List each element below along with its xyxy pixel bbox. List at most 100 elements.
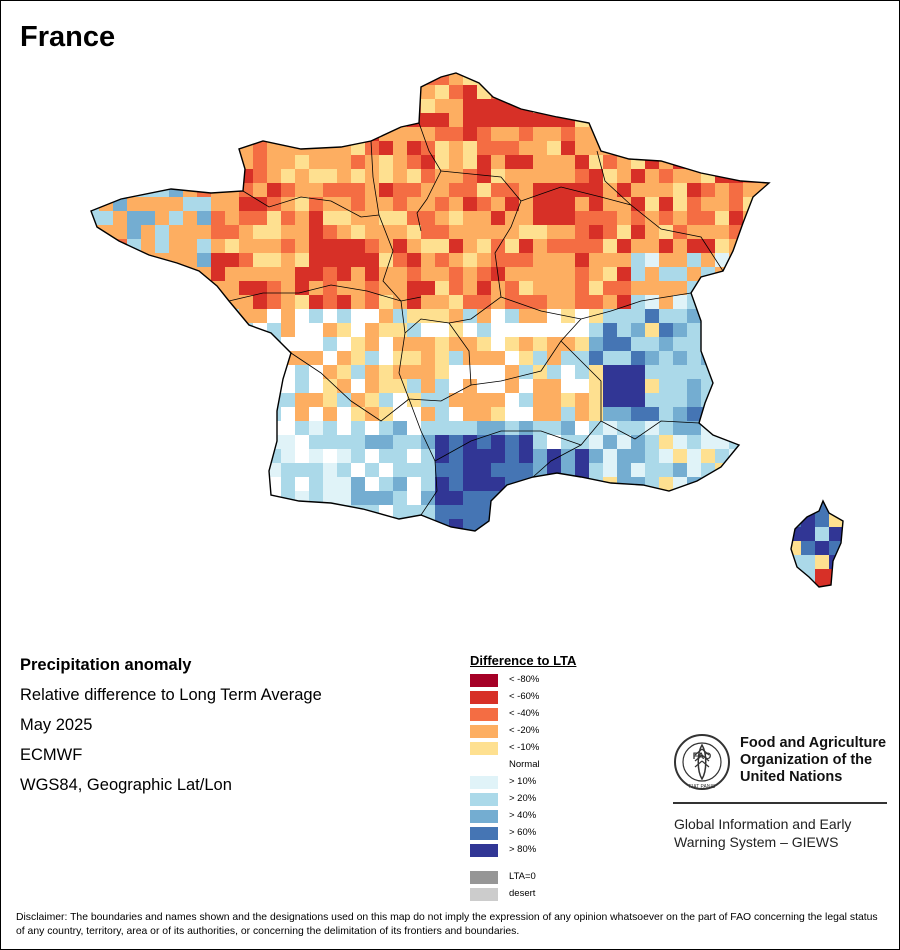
anomaly-cell bbox=[393, 183, 408, 198]
anomaly-cell bbox=[645, 491, 660, 506]
anomaly-cell bbox=[211, 309, 226, 324]
anomaly-cell bbox=[505, 407, 520, 422]
anomaly-cell bbox=[491, 113, 506, 128]
anomaly-cell bbox=[155, 281, 170, 296]
anomaly-cell bbox=[337, 323, 352, 338]
anomaly-cell bbox=[505, 449, 520, 464]
anomaly-cell bbox=[169, 73, 184, 86]
legend-item-row: < -10% bbox=[470, 740, 576, 757]
anomaly-cell bbox=[281, 99, 296, 114]
anomaly-cell bbox=[239, 351, 254, 366]
anomaly-cell bbox=[155, 519, 170, 531]
anomaly-cell bbox=[127, 407, 142, 422]
anomaly-cell bbox=[295, 351, 310, 366]
anomaly-cell bbox=[169, 267, 184, 282]
anomaly-cell bbox=[617, 267, 632, 282]
anomaly-cell bbox=[449, 435, 464, 450]
anomaly-cell bbox=[365, 491, 380, 506]
anomaly-cell bbox=[757, 239, 769, 254]
anomaly-cell bbox=[379, 365, 394, 380]
anomaly-cell bbox=[253, 281, 268, 296]
anomaly-cell bbox=[589, 85, 604, 100]
anomaly-cell bbox=[393, 533, 408, 548]
anomaly-cell bbox=[351, 463, 366, 478]
anomaly-cell bbox=[815, 513, 830, 528]
anomaly-cell bbox=[645, 127, 660, 142]
anomaly-cell bbox=[267, 281, 282, 296]
anomaly-cell bbox=[365, 323, 380, 338]
anomaly-cell bbox=[309, 365, 324, 380]
anomaly-cell bbox=[141, 281, 156, 296]
anomaly-cell bbox=[365, 225, 380, 240]
anomaly-cell bbox=[687, 421, 702, 436]
anomaly-cell bbox=[463, 281, 478, 296]
anomaly-cell bbox=[351, 85, 366, 100]
anomaly-cell bbox=[519, 295, 534, 310]
anomaly-cell bbox=[421, 253, 436, 268]
anomaly-cell bbox=[379, 379, 394, 394]
anomaly-cell bbox=[687, 379, 702, 394]
anomaly-cell bbox=[421, 211, 436, 226]
anomaly-cell bbox=[225, 393, 240, 408]
anomaly-cell bbox=[477, 281, 492, 296]
anomaly-cell bbox=[687, 393, 702, 408]
anomaly-cell bbox=[267, 421, 282, 436]
anomaly-cell bbox=[463, 477, 478, 492]
anomaly-cell bbox=[449, 323, 464, 338]
anomaly-cell bbox=[91, 449, 100, 464]
anomaly-cell bbox=[99, 351, 114, 366]
legend-item-row: < -20% bbox=[470, 723, 576, 740]
anomaly-cell bbox=[575, 239, 590, 254]
anomaly-cell bbox=[337, 505, 352, 520]
anomaly-cell bbox=[113, 169, 128, 184]
anomaly-cell bbox=[561, 519, 576, 531]
anomaly-cell bbox=[743, 85, 758, 100]
anomaly-cell bbox=[477, 253, 492, 268]
anomaly-cell bbox=[421, 155, 436, 170]
anomaly-cell bbox=[337, 407, 352, 422]
anomaly-cell bbox=[463, 435, 478, 450]
anomaly-cell bbox=[337, 169, 352, 184]
anomaly-cell bbox=[701, 141, 716, 156]
anomaly-cell bbox=[701, 477, 716, 492]
anomaly-cell bbox=[603, 449, 618, 464]
anomaly-cell bbox=[197, 295, 212, 310]
anomaly-cell bbox=[211, 127, 226, 142]
anomaly-cell bbox=[743, 351, 758, 366]
legend-item-swatch bbox=[470, 827, 498, 840]
anomaly-cell bbox=[295, 281, 310, 296]
anomaly-cell bbox=[603, 225, 618, 240]
anomaly-cell bbox=[603, 127, 618, 142]
anomaly-cell bbox=[253, 183, 268, 198]
anomaly-cell bbox=[561, 435, 576, 450]
anomaly-cell bbox=[673, 295, 688, 310]
anomaly-cell bbox=[743, 253, 758, 268]
anomaly-cell bbox=[533, 183, 548, 198]
anomaly-cell bbox=[491, 239, 506, 254]
anomaly-cell bbox=[323, 533, 338, 548]
anomaly-cell bbox=[421, 267, 436, 282]
anomaly-cell bbox=[337, 477, 352, 492]
anomaly-cell bbox=[211, 141, 226, 156]
giews-name: Global Information and Early Warning Sys… bbox=[674, 815, 889, 851]
anomaly-cell bbox=[393, 351, 408, 366]
anomaly-cell bbox=[197, 99, 212, 114]
anomaly-cell bbox=[155, 477, 170, 492]
anomaly-cell bbox=[687, 491, 702, 506]
anomaly-cell bbox=[225, 113, 240, 128]
anomaly-cell bbox=[253, 211, 268, 226]
anomaly-cell bbox=[757, 337, 769, 352]
anomaly-cell bbox=[463, 73, 478, 86]
anomaly-cell bbox=[533, 281, 548, 296]
anomaly-cell bbox=[463, 211, 478, 226]
legend-item-label: < -80% bbox=[509, 674, 540, 685]
anomaly-cell bbox=[183, 211, 198, 226]
anomaly-cell bbox=[407, 449, 422, 464]
anomaly-cell bbox=[127, 155, 142, 170]
anomaly-cell bbox=[197, 225, 212, 240]
anomaly-cell bbox=[141, 183, 156, 198]
anomaly-cell bbox=[757, 505, 769, 520]
fao-logo-icon: FAO FIAT PANIS bbox=[674, 734, 730, 790]
anomaly-cell bbox=[295, 295, 310, 310]
legend-item-swatch bbox=[470, 776, 498, 789]
